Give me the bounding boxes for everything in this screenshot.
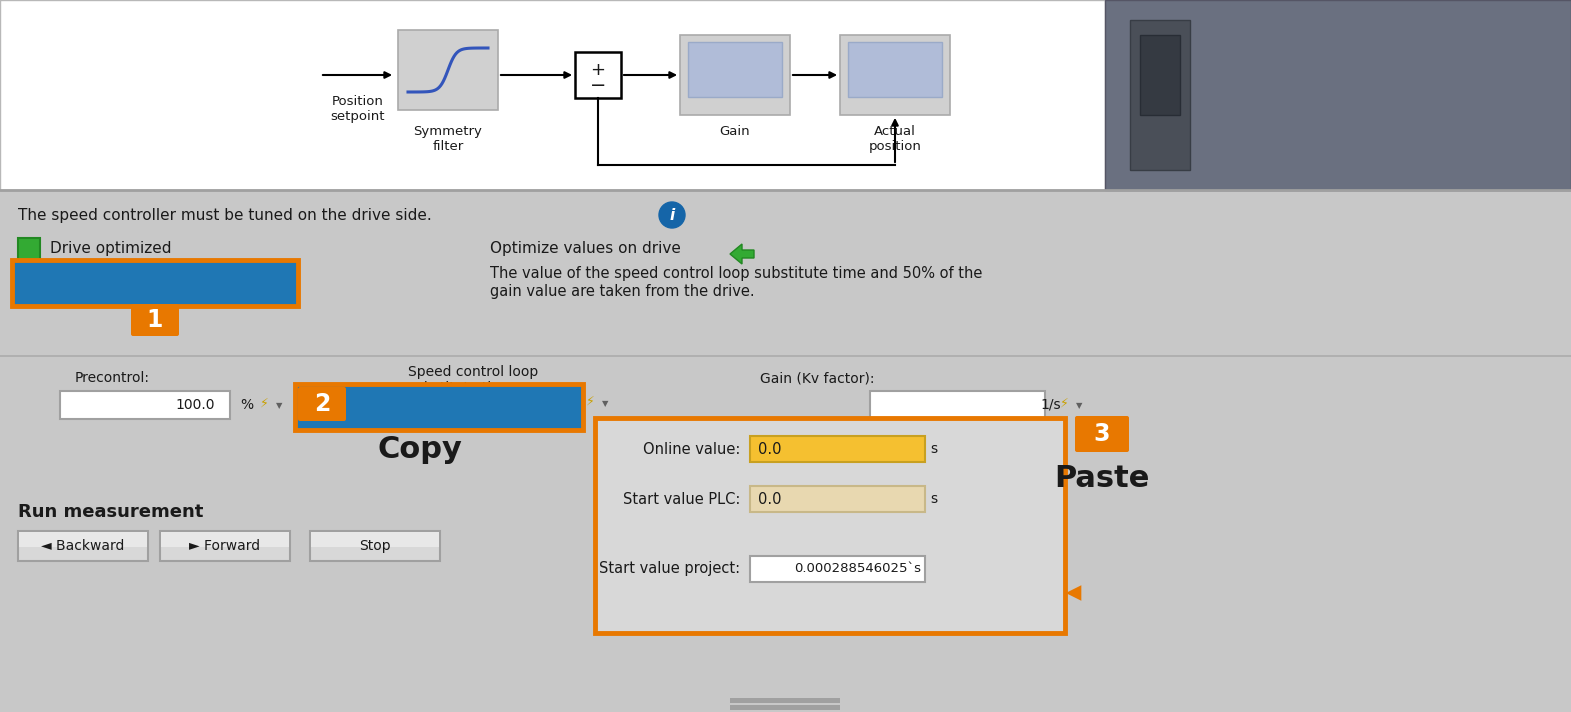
Text: Symmetry
filter: Symmetry filter <box>413 125 482 153</box>
Text: %: % <box>240 398 253 412</box>
Text: ▼: ▼ <box>1076 402 1082 411</box>
FancyBboxPatch shape <box>1075 416 1130 452</box>
Bar <box>731 698 840 703</box>
Text: gain value are taken from the drive.: gain value are taken from the drive. <box>490 284 754 299</box>
FancyBboxPatch shape <box>130 304 179 336</box>
Bar <box>60 391 229 419</box>
Bar <box>749 436 925 462</box>
Bar <box>731 705 840 710</box>
Bar <box>1130 20 1189 170</box>
Text: Drive optimized: Drive optimized <box>50 241 171 256</box>
Text: Take values from drive: Take values from drive <box>69 276 242 290</box>
Text: Start value project:: Start value project: <box>599 562 740 577</box>
Text: Copy: Copy <box>377 435 462 464</box>
Bar <box>17 266 292 300</box>
Text: Gain (Kv factor):: Gain (Kv factor): <box>760 371 875 385</box>
Bar <box>19 283 291 299</box>
Text: The value of the speed control loop substitute time and 50% of the: The value of the speed control loop subs… <box>490 266 982 281</box>
Bar <box>309 531 440 561</box>
Text: Stop: Stop <box>360 539 391 553</box>
Text: Speed control loop: Speed control loop <box>408 365 539 379</box>
Bar <box>575 52 621 98</box>
Text: Start value PLC:: Start value PLC: <box>622 491 740 506</box>
Text: 1/s: 1/s <box>1040 398 1060 412</box>
Bar <box>17 238 39 260</box>
Text: 0.0: 0.0 <box>757 491 781 506</box>
Text: Optimize values on drive: Optimize values on drive <box>490 241 680 256</box>
Text: substitute time:: substitute time: <box>408 381 518 395</box>
Bar <box>349 389 578 419</box>
Text: Position
setpoint: Position setpoint <box>331 95 385 123</box>
Bar <box>160 532 289 547</box>
Text: i: i <box>669 207 674 222</box>
Bar <box>840 35 950 115</box>
FancyBboxPatch shape <box>298 387 346 421</box>
Bar <box>688 42 782 97</box>
Text: −: − <box>589 75 606 95</box>
Text: ► Forward: ► Forward <box>190 539 261 553</box>
Bar <box>19 532 148 547</box>
Text: Online value:: Online value: <box>643 441 740 456</box>
Text: 0.0: 0.0 <box>757 441 781 456</box>
Text: Run measurement: Run measurement <box>17 503 203 521</box>
Bar <box>160 531 291 561</box>
Bar <box>17 531 148 561</box>
Bar <box>0 0 1104 190</box>
Circle shape <box>658 202 685 228</box>
Bar <box>749 556 925 582</box>
Text: 0.000288546025`s: 0.000288546025`s <box>793 562 921 575</box>
Text: 0.000288546025`s: 0.000288546025`s <box>440 397 573 411</box>
Text: 1: 1 <box>146 308 163 332</box>
Text: ⚡: ⚡ <box>259 397 269 409</box>
Bar <box>680 35 790 115</box>
Text: ⚡: ⚡ <box>1060 397 1068 409</box>
Text: +: + <box>591 61 605 79</box>
Text: ◄ Backward: ◄ Backward <box>41 539 124 553</box>
Bar <box>0 355 1571 357</box>
Text: ▼: ▼ <box>602 399 608 409</box>
Bar <box>1104 0 1571 190</box>
Text: Paste: Paste <box>1054 464 1150 493</box>
Text: 100.0: 100.0 <box>176 398 215 412</box>
Text: 3: 3 <box>1093 422 1111 446</box>
Text: The speed controller must be tuned on the drive side.: The speed controller must be tuned on th… <box>17 208 432 223</box>
Bar <box>13 260 298 306</box>
Bar <box>397 30 498 110</box>
Text: ▼: ▼ <box>276 402 283 411</box>
Text: 2: 2 <box>314 392 330 416</box>
Text: s: s <box>930 442 938 456</box>
Text: Gain: Gain <box>720 125 751 138</box>
Bar <box>870 391 1045 419</box>
Text: s: s <box>930 492 938 506</box>
Bar <box>848 42 943 97</box>
Bar <box>595 418 1065 633</box>
Bar <box>1141 35 1180 115</box>
Text: ⚡: ⚡ <box>586 394 595 407</box>
Bar <box>311 532 438 547</box>
Text: Precontrol:: Precontrol: <box>75 371 149 385</box>
Text: Actual
position: Actual position <box>869 125 922 153</box>
Bar <box>19 267 291 284</box>
Bar <box>749 486 925 512</box>
Bar <box>295 384 583 430</box>
Polygon shape <box>731 244 754 264</box>
